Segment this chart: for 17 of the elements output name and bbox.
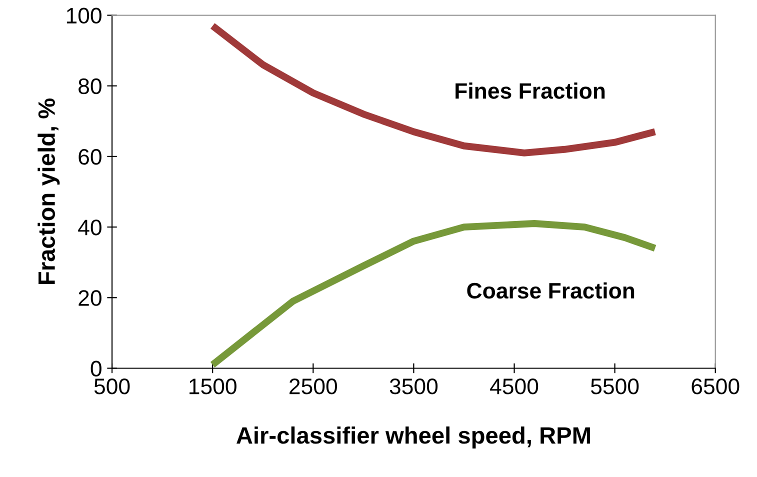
x-tick-label: 1500 — [190, 378, 236, 394]
y-tick-label: 80 — [78, 78, 102, 94]
x-tick-label: 2500 — [290, 378, 337, 394]
y-tick-label: 20 — [78, 290, 102, 306]
series-label: Coarse Fraction — [467, 282, 634, 299]
series-label: Fines Fraction — [456, 82, 605, 99]
y-tick-label: 100 — [66, 8, 102, 24]
x-axis-title: Air-classifier wheel speed, RPM — [236, 426, 590, 448]
y-tick-label: 40 — [78, 220, 102, 236]
x-tick-label: 5500 — [590, 378, 639, 394]
y-tick-label: 60 — [78, 148, 102, 165]
y-axis-title: Fraction yield, % — [38, 98, 60, 284]
x-tick-label: 6500 — [692, 378, 740, 394]
y-tick-label: 0 — [90, 360, 102, 377]
x-tick-label: 500 — [94, 378, 130, 394]
x-tick-label: 4500 — [490, 378, 538, 394]
x-tick-label: 3500 — [390, 378, 438, 394]
